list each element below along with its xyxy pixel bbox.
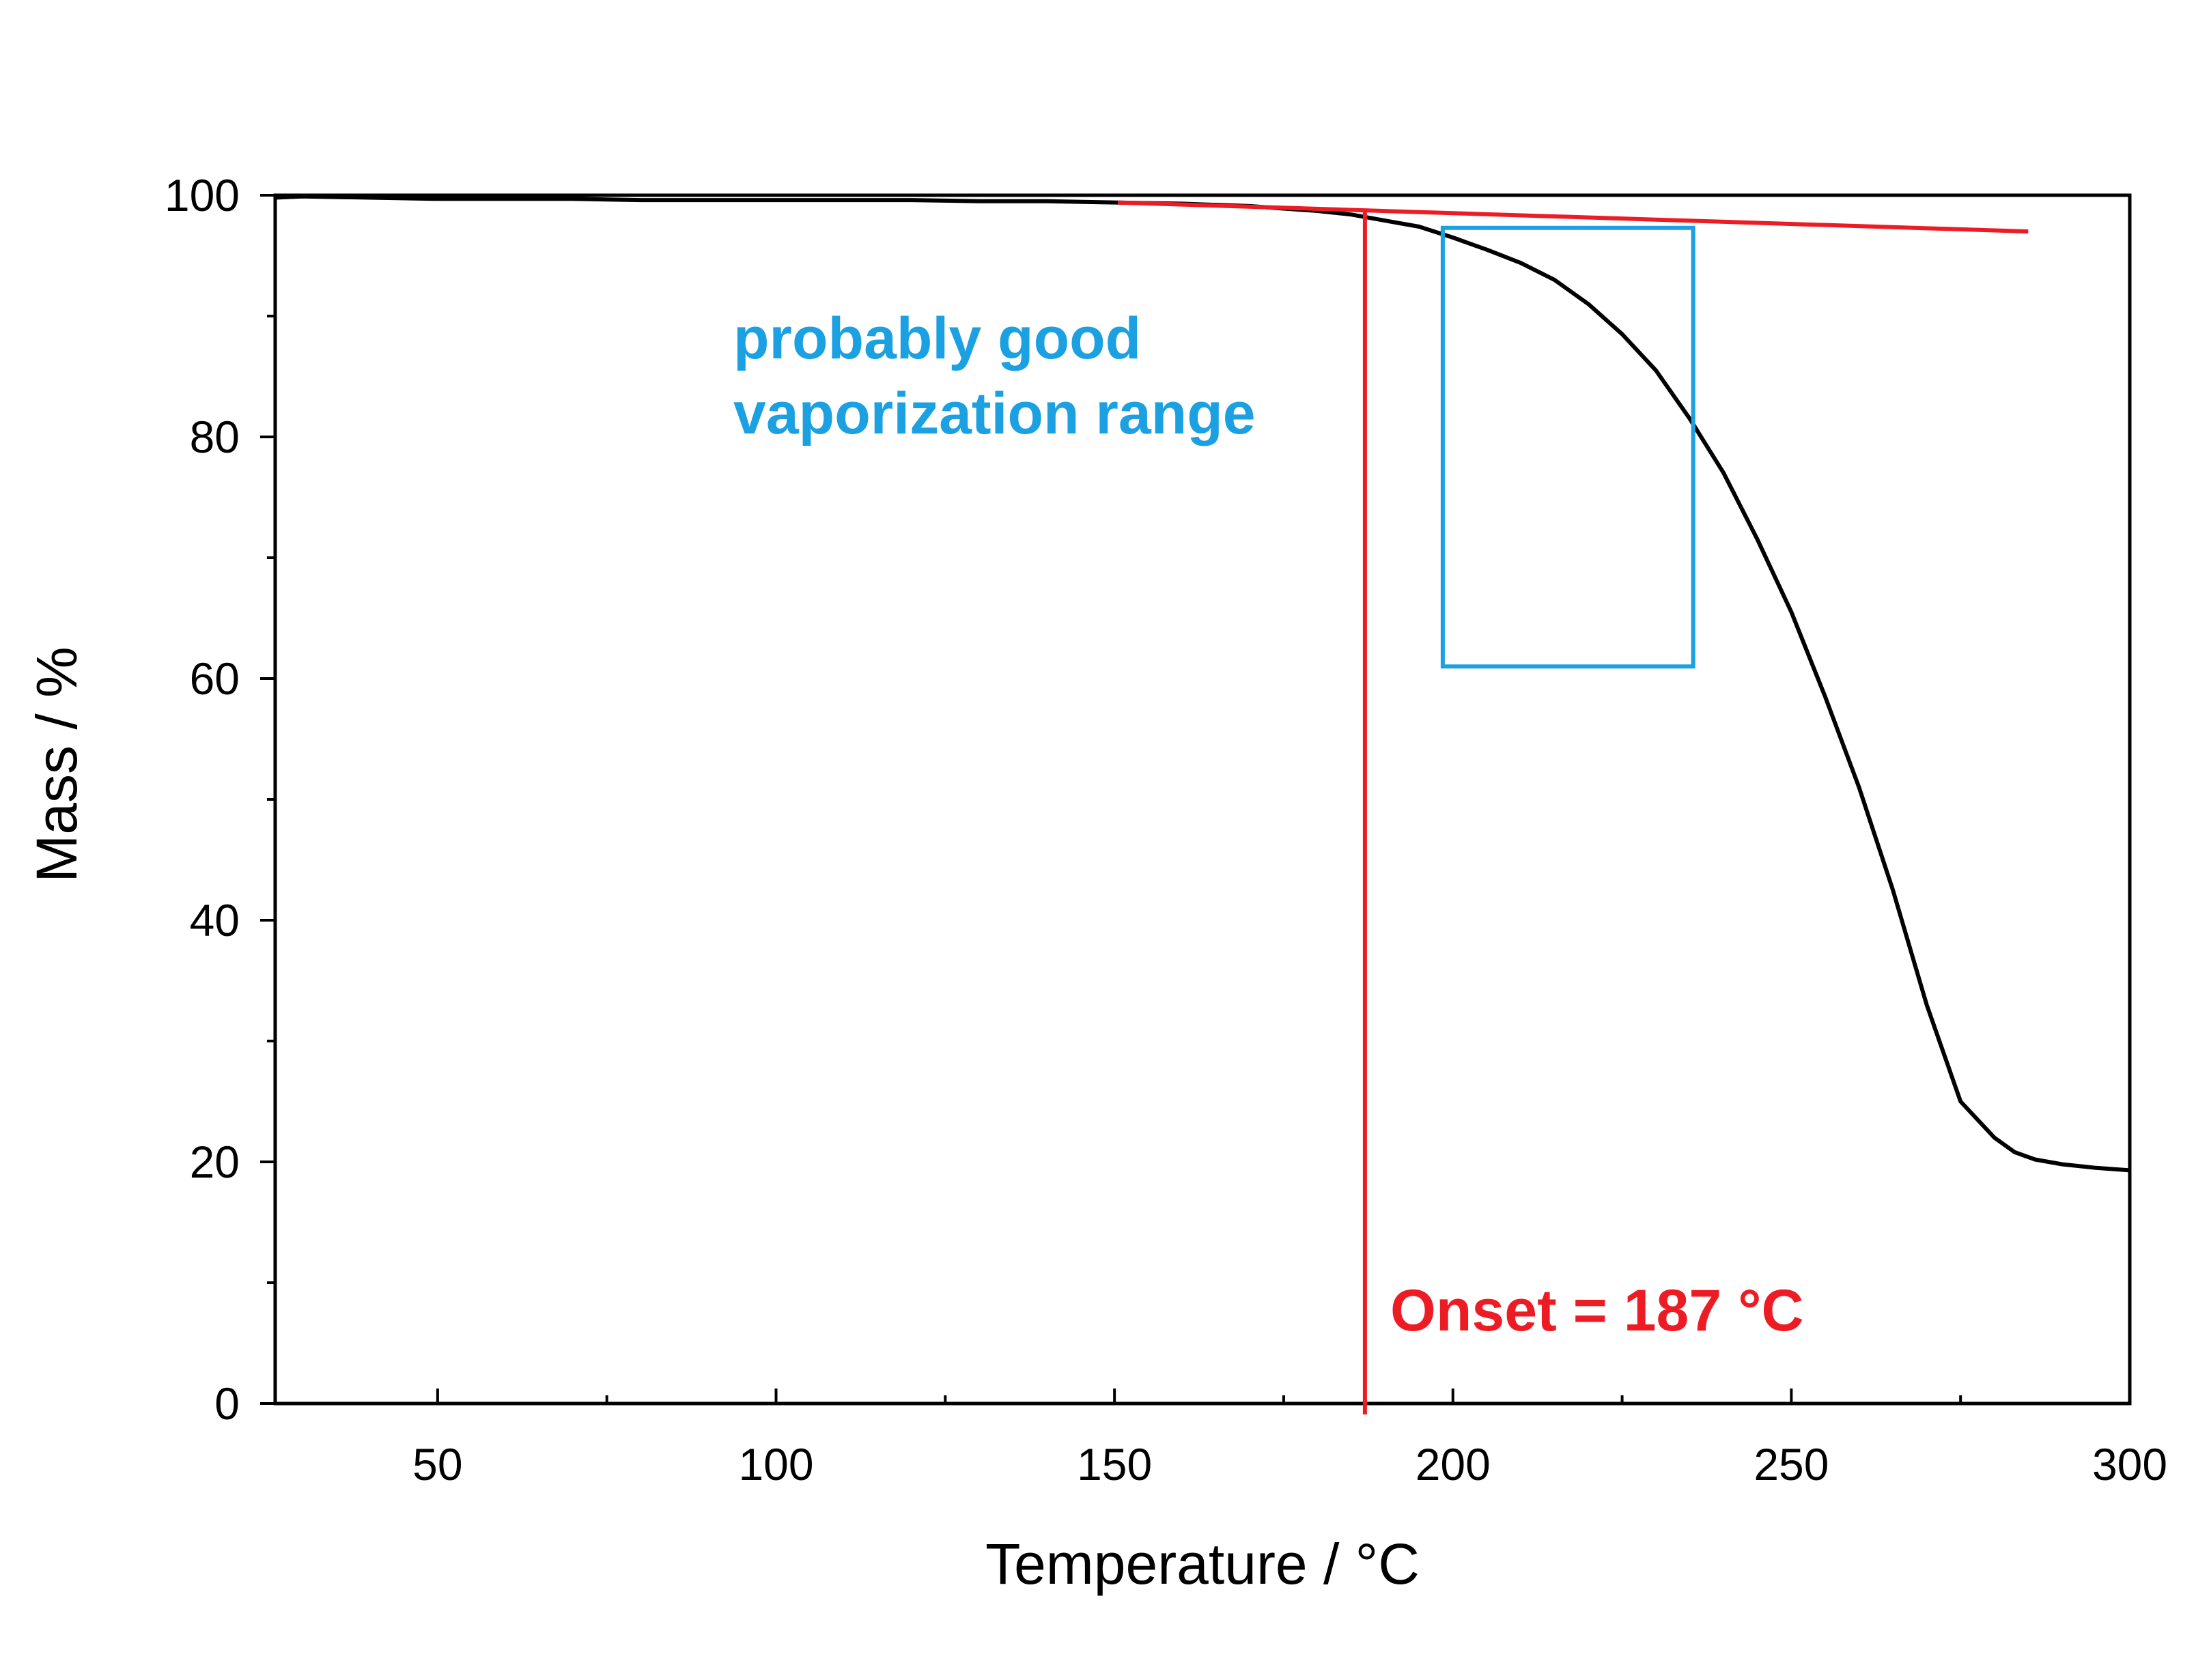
y-tick-label: 60 [190,653,240,704]
x-tick-label: 150 [1077,1439,1152,1490]
y-tick-label: 100 [165,170,240,220]
x-tick-label: 200 [1416,1439,1491,1490]
y-axis-title: Mass / % [25,646,89,882]
vaporization-label-line1: probably good [733,306,1141,371]
x-tick-label: 50 [412,1439,462,1490]
vaporization-range-box [1440,225,1695,669]
x-tick-label: 100 [738,1439,813,1490]
y-tick-label: 20 [190,1137,240,1187]
onset-label: Onset = 187 °C [1390,1278,1804,1343]
x-tick-label: 250 [1754,1439,1829,1490]
plot-frame [273,193,2132,1406]
y-tick-label: 40 [190,895,240,945]
x-tick-label: 300 [2092,1439,2167,1490]
axis-ticks: 50 100 150 200 250 300 0 20 40 60 80 100 [165,170,2167,1490]
x-axis-title: Temperature / °C [985,1532,1420,1596]
baseline-tangent-line [1117,200,2029,234]
vaporization-label-line2: vaporization range [733,381,1256,446]
tga-mass-curve [274,194,2130,1173]
y-tick-label: 80 [190,412,240,462]
y-tick-label: 0 [214,1378,240,1429]
series-layer [274,194,2130,1414]
